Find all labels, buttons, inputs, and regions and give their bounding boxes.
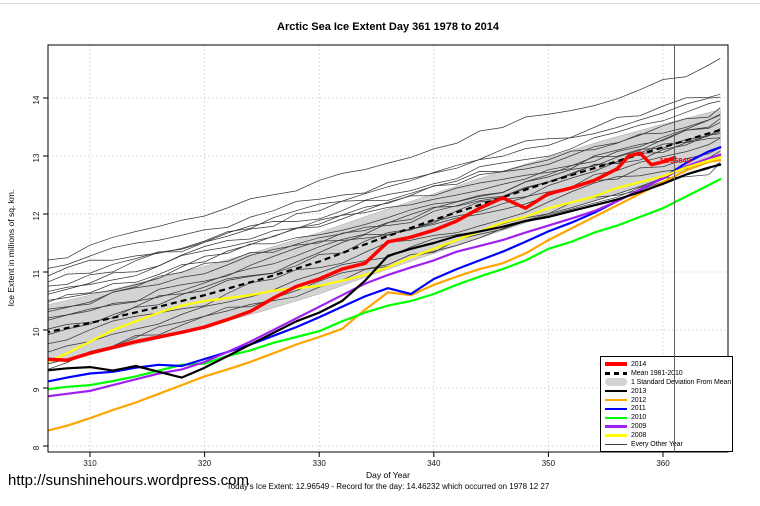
legend-item: 1 Standard Deviation From Mean [605,378,732,387]
x-axis-title: Day of Year [366,470,410,480]
legend-item-label: Mean 1981-2010 [631,369,683,377]
legend-item-label: 1 Standard Deviation From Mean [631,378,732,386]
legend-swatch-line-thin [605,443,627,445]
chart-title: Arctic Sea Ice Extent Day 361 1978 to 20… [277,21,499,33]
legend-item-label: 2014 [631,360,647,368]
other-year-line [48,155,721,370]
legend-item: 2008 [605,431,732,440]
other-year-line [48,96,721,269]
y-tick-label: 11 [32,269,41,278]
legend-swatch-line [605,389,627,393]
series-line-2014 [48,151,677,362]
series-line-2010 [48,178,722,391]
mean-line [48,128,721,334]
legend-item-label: 2008 [631,432,647,440]
legend-item: 2013 [605,387,732,396]
plot-layers: 310 320 330 340 350 360 8 9 10 11 12 13 14 [32,44,729,468]
legend-item-label: 2012 [631,396,647,404]
series-line-2012 [48,159,722,432]
y-tick-label: 8 [32,445,41,450]
legend-swatch-line-dashed [605,371,627,375]
footer-url: http://sunshinehours.wordpress.com [8,472,249,489]
series-line-2008 [48,156,722,364]
legend-item-label: 2010 [631,414,647,422]
y-tick-label: 13 [32,153,41,162]
legend-item: 2010 [605,413,732,422]
footer-subtitle: Today's Ice Extent: 12.96549 - Record fo… [226,482,550,491]
other-year-line [48,93,721,287]
other-year-line [48,57,721,261]
x-tick-label: 360 [656,459,670,468]
legend-swatch-line [605,425,627,428]
other-year-line [48,100,721,277]
legend-swatch-band [605,378,627,387]
other-year-line [48,114,721,283]
other-year-line [48,131,721,301]
x-tick-label: 330 [313,459,327,468]
legend-item: 2012 [605,396,732,405]
other-year-line [48,128,721,321]
plot-frame [47,44,729,453]
legend-item-label: 2013 [631,387,647,395]
legend-swatch-line [605,434,627,437]
legend-item-label: 2011 [631,405,646,413]
y-tick-label: 14 [32,95,41,104]
legend-swatch-line-thick [605,362,627,367]
x-tick-label: 340 [427,459,441,468]
legend-swatch-line [605,407,627,411]
y-tick-label: 9 [32,387,41,392]
legend-swatch-line [605,398,627,402]
other-year-line [48,113,721,303]
x-tick-label: 320 [198,459,212,468]
legend-item: Every Other Year [605,440,732,449]
day-361-marker-line [674,45,675,452]
x-tick-label: 350 [542,459,556,468]
top-divider [0,3,760,4]
y-tick-label: 12 [32,211,41,220]
legend-item: 2009 [605,422,732,431]
other-year-line [48,118,721,292]
other-year-line [48,147,721,330]
legend-item-label: Every Other Year [631,440,683,448]
legend-item-label: 2009 [631,423,647,431]
legend-item: 2011 [605,404,732,413]
legend-item: Mean 1981-2010 [605,369,732,378]
series-line-2013 [48,163,722,379]
y-axis-title: Ice Extent in millions of sq. km. [6,190,16,307]
x-tick-label: 310 [83,459,97,468]
today-extent-annotation: 12.96549 [660,156,691,165]
plot-svg: 310 320 330 340 350 360 8 9 10 11 12 13 14 Ice Exten… [6,44,729,468]
legend-swatch-line [605,416,627,420]
other-year-line [48,137,721,336]
legend-item: 2014 [605,360,732,369]
legend-box: 2014 Mean 1981-2010 1 Standard Deviation F… [600,356,733,452]
data-layer [48,57,722,432]
y-tick-label: 10 [32,327,41,336]
series-line-2009 [48,153,722,398]
